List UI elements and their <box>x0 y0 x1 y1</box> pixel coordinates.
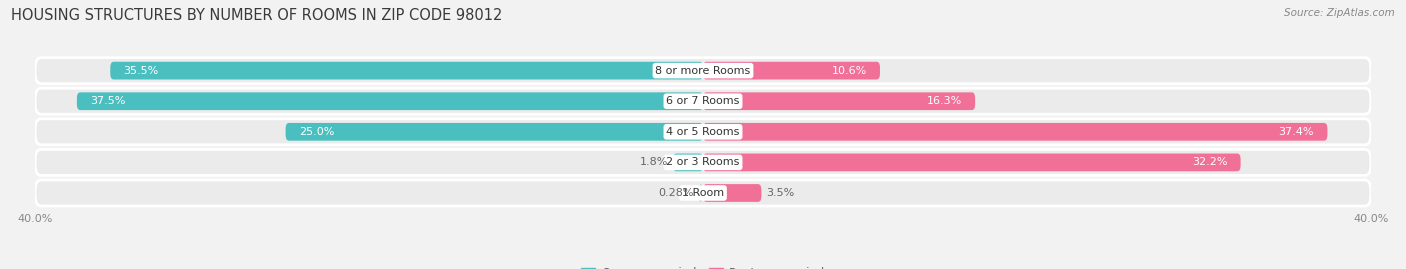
Text: Source: ZipAtlas.com: Source: ZipAtlas.com <box>1284 8 1395 18</box>
Text: 32.2%: 32.2% <box>1192 157 1227 167</box>
Text: 6 or 7 Rooms: 6 or 7 Rooms <box>666 96 740 106</box>
Legend: Owner-occupied, Renter-occupied: Owner-occupied, Renter-occupied <box>576 263 830 269</box>
FancyBboxPatch shape <box>699 184 703 202</box>
Text: 0.28%: 0.28% <box>658 188 693 198</box>
Text: HOUSING STRUCTURES BY NUMBER OF ROOMS IN ZIP CODE 98012: HOUSING STRUCTURES BY NUMBER OF ROOMS IN… <box>11 8 502 23</box>
FancyBboxPatch shape <box>110 62 703 80</box>
FancyBboxPatch shape <box>703 154 1240 171</box>
FancyBboxPatch shape <box>77 92 703 110</box>
FancyBboxPatch shape <box>703 184 762 202</box>
Text: 1.8%: 1.8% <box>640 157 668 167</box>
Text: 37.5%: 37.5% <box>90 96 125 106</box>
Text: 35.5%: 35.5% <box>124 66 159 76</box>
FancyBboxPatch shape <box>285 123 703 141</box>
Text: 1 Room: 1 Room <box>682 188 724 198</box>
FancyBboxPatch shape <box>703 92 976 110</box>
Text: 2 or 3 Rooms: 2 or 3 Rooms <box>666 157 740 167</box>
FancyBboxPatch shape <box>703 123 1327 141</box>
Text: 16.3%: 16.3% <box>927 96 962 106</box>
Text: 37.4%: 37.4% <box>1278 127 1315 137</box>
FancyBboxPatch shape <box>673 154 703 171</box>
Text: 8 or more Rooms: 8 or more Rooms <box>655 66 751 76</box>
Text: 10.6%: 10.6% <box>831 66 866 76</box>
FancyBboxPatch shape <box>703 62 880 80</box>
FancyBboxPatch shape <box>35 180 1371 206</box>
FancyBboxPatch shape <box>35 119 1371 145</box>
FancyBboxPatch shape <box>35 88 1371 114</box>
Text: 4 or 5 Rooms: 4 or 5 Rooms <box>666 127 740 137</box>
FancyBboxPatch shape <box>35 149 1371 175</box>
Text: 25.0%: 25.0% <box>299 127 335 137</box>
Text: 3.5%: 3.5% <box>766 188 794 198</box>
FancyBboxPatch shape <box>35 58 1371 84</box>
